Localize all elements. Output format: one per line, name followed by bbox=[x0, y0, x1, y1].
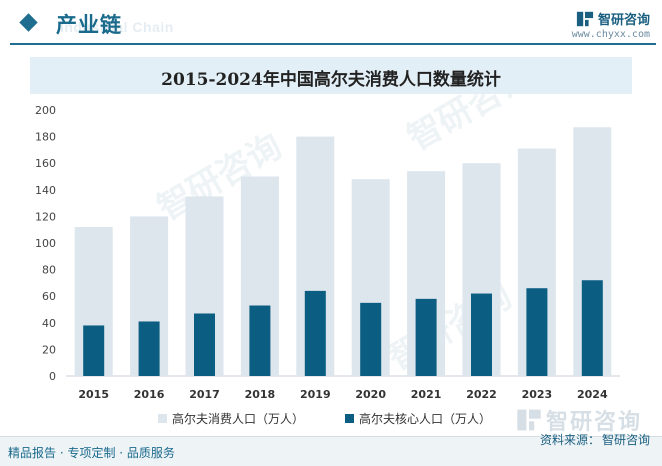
x-tick-label: 2023 bbox=[522, 388, 553, 401]
footer-divider bbox=[0, 436, 662, 437]
footer-tagline: 精品报告 · 专项定制 · 品质服务 bbox=[8, 446, 175, 460]
x-tick-label: 2024 bbox=[577, 388, 608, 401]
bar-core bbox=[304, 290, 326, 376]
x-tick-label: 2017 bbox=[189, 388, 220, 401]
y-tick-label: 80 bbox=[42, 264, 56, 277]
legend-swatch bbox=[345, 414, 354, 423]
y-tick-label: 20 bbox=[42, 343, 56, 356]
watermark-logo: 智研咨询 bbox=[516, 404, 642, 436]
chart-title: 2015-2024年中国高尔夫消费人口数量统计 bbox=[161, 70, 501, 90]
bar-core bbox=[83, 325, 105, 376]
bar-core bbox=[360, 302, 382, 376]
bar-core bbox=[471, 293, 492, 376]
legend: 高尔夫消费人口（万人） 高尔夫核心人口（万人） bbox=[0, 407, 662, 427]
bar-core bbox=[415, 298, 437, 376]
watermark-logo-icon bbox=[517, 409, 541, 431]
legend-item-core: 高尔夫核心人口（万人） bbox=[345, 410, 491, 427]
bar-core bbox=[581, 280, 603, 376]
header: Industrial Chain 产业链 智研咨询 www.chyxx.com bbox=[0, 0, 662, 45]
x-tick-label: 2021 bbox=[411, 388, 442, 401]
x-tick-label: 2020 bbox=[355, 388, 386, 401]
bar-chart: 0 20 40 60 80 100 120 140 160 180 200 2015 2016 2017 2… bbox=[35, 104, 620, 401]
y-tick-label: 200 bbox=[35, 104, 56, 117]
brand-url: www.chyxx.com bbox=[571, 29, 650, 40]
brand-logo-icon bbox=[576, 11, 594, 26]
y-tick-label: 120 bbox=[35, 210, 56, 223]
y-tick-label: 60 bbox=[42, 290, 56, 303]
footer bbox=[0, 436, 662, 466]
header-divider bbox=[10, 43, 656, 45]
x-tick-label: 2019 bbox=[300, 388, 331, 401]
brand-name: 智研咨询 bbox=[597, 13, 650, 28]
legend-item-consumer: 高尔夫消费人口（万人） bbox=[158, 410, 304, 427]
x-tick-label: 2022 bbox=[466, 388, 497, 401]
y-tick-label: 40 bbox=[42, 317, 56, 330]
bar-core bbox=[138, 321, 160, 376]
x-tick-label: 2015 bbox=[78, 388, 109, 401]
section-title: 产业链 bbox=[56, 13, 122, 37]
bar-core bbox=[249, 305, 271, 376]
y-tick-label: 100 bbox=[35, 237, 56, 250]
source-note: 资料来源： 智研咨询 bbox=[540, 431, 650, 448]
bar-core bbox=[194, 313, 215, 376]
bar-core bbox=[526, 288, 548, 376]
chart-title-band: 2015-2024年中国高尔夫消费人口数量统计 bbox=[30, 57, 632, 94]
legend-swatch bbox=[158, 414, 167, 423]
x-tick-label: 2018 bbox=[245, 388, 276, 401]
y-tick-label: 180 bbox=[35, 131, 56, 144]
y-tick-label: 140 bbox=[35, 184, 56, 197]
legend-label: 高尔夫核心人口（万人） bbox=[359, 412, 492, 426]
legend-label: 高尔夫消费人口（万人） bbox=[172, 412, 305, 426]
x-tick-label: 2016 bbox=[134, 388, 165, 401]
y-tick-label: 160 bbox=[35, 157, 56, 170]
brand: 智研咨询 www.chyxx.com bbox=[572, 9, 650, 40]
section-watermark: Industrial Chain bbox=[60, 19, 174, 35]
y-tick-label: 0 bbox=[49, 370, 56, 383]
source-value: 智研咨询 bbox=[601, 433, 650, 447]
watermark-brand-name: 智研咨询 bbox=[545, 410, 642, 435]
source-label: 资料来源： bbox=[539, 433, 600, 447]
